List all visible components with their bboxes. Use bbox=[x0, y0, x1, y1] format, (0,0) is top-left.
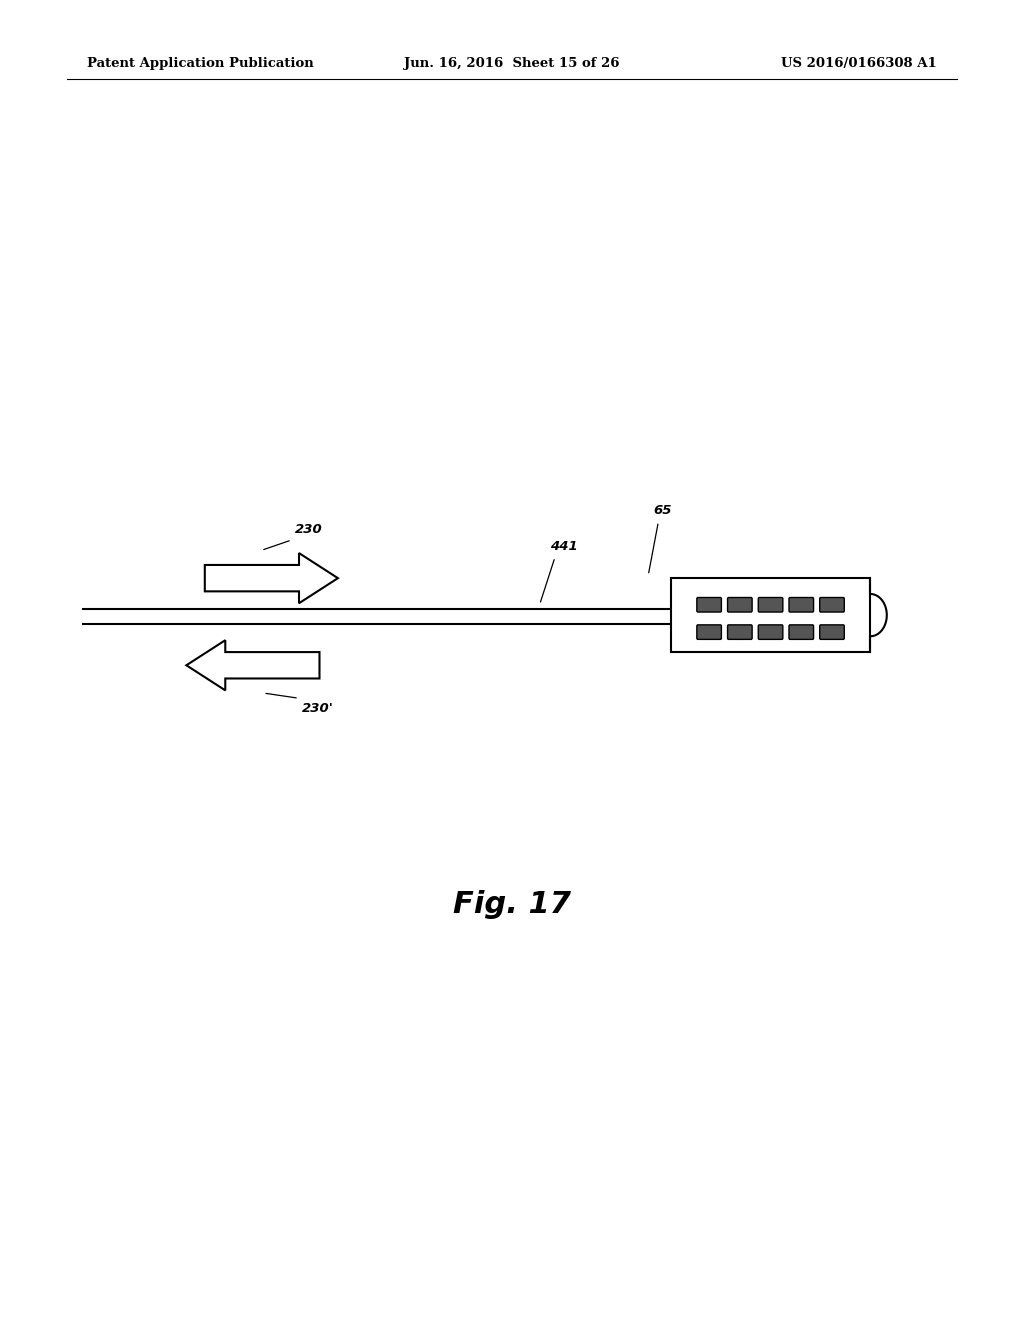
Bar bbox=[671, 578, 870, 652]
FancyBboxPatch shape bbox=[758, 624, 783, 639]
FancyBboxPatch shape bbox=[727, 598, 752, 612]
Polygon shape bbox=[186, 640, 319, 690]
FancyBboxPatch shape bbox=[788, 598, 813, 612]
Text: 230: 230 bbox=[295, 523, 323, 536]
Text: Patent Application Publication: Patent Application Publication bbox=[87, 57, 313, 70]
FancyBboxPatch shape bbox=[819, 624, 844, 639]
FancyBboxPatch shape bbox=[788, 624, 813, 639]
FancyBboxPatch shape bbox=[758, 598, 783, 612]
Text: Jun. 16, 2016  Sheet 15 of 26: Jun. 16, 2016 Sheet 15 of 26 bbox=[404, 57, 620, 70]
FancyBboxPatch shape bbox=[696, 624, 721, 639]
Text: US 2016/0166308 A1: US 2016/0166308 A1 bbox=[781, 57, 937, 70]
Text: 65: 65 bbox=[653, 504, 672, 517]
Text: Fig. 17: Fig. 17 bbox=[453, 890, 571, 919]
Polygon shape bbox=[205, 553, 338, 603]
Text: 441: 441 bbox=[550, 540, 578, 553]
FancyBboxPatch shape bbox=[696, 598, 721, 612]
FancyBboxPatch shape bbox=[727, 624, 752, 639]
Text: 230': 230' bbox=[302, 702, 334, 715]
FancyBboxPatch shape bbox=[819, 598, 844, 612]
